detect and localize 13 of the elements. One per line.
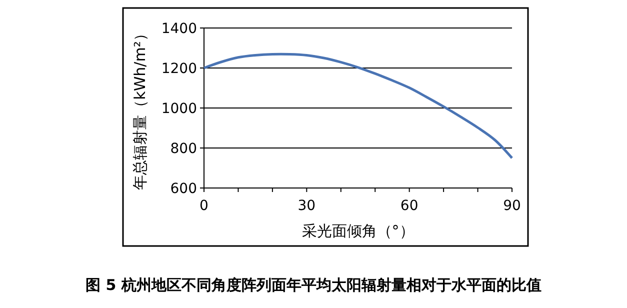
y-tick-label: 1000 [161,100,197,117]
y-axis-title: 年总辐射量（kWh/m²） [131,26,149,190]
y-tick-label: 1200 [161,60,197,77]
x-tick-label: 90 [503,198,521,214]
x-axis-title: 采光面倾角（°） [302,222,414,240]
y-tick-label: 600 [170,180,197,197]
line-series [202,52,514,160]
text: 图 5 杭州地区不同角度阵列面年平均太阳辐射量相对于水平面的比值 [86,276,542,294]
x-tick-label: 60 [400,198,418,214]
y-tick-label: 1400 [161,20,197,37]
y-tick-label: 800 [170,140,197,157]
x-tick-label: 0 [200,198,208,214]
x-tick-label: 30 [298,198,316,214]
